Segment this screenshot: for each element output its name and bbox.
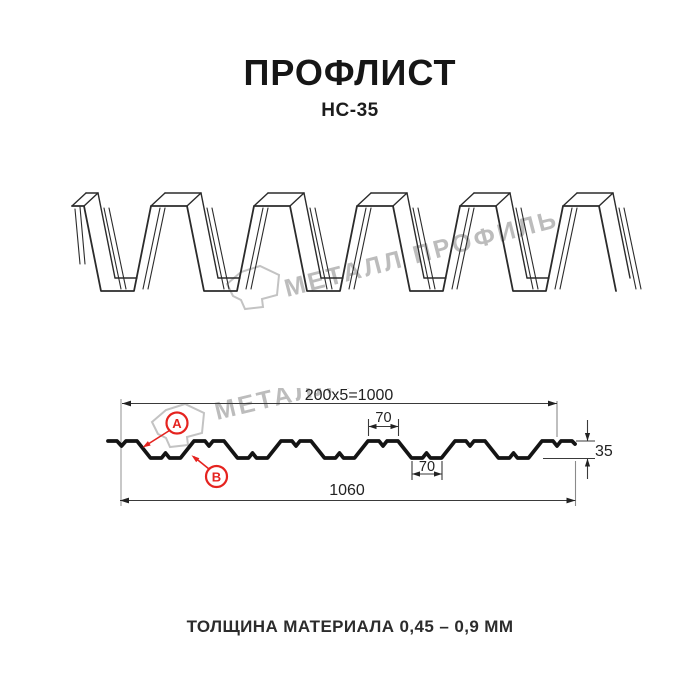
- watermark-3d: МЕТАЛЛ ПРОФИЛЬ: [225, 205, 562, 311]
- dimension-lines: [120, 399, 595, 506]
- metall-profil-logo-icon: [150, 402, 206, 449]
- marker-a-label: А: [172, 416, 182, 431]
- marker-b-label: В: [212, 470, 221, 485]
- metall-profil-logo-icon: [225, 264, 281, 311]
- sheet-3d-outline: [71, 205, 617, 292]
- page-title: ПРОФЛИСТ: [243, 52, 457, 93]
- dim-crest-width: 70: [375, 410, 391, 426]
- thickness-note: ТОЛЩИНА МАТЕРИАЛА 0,45 – 0,9 ММ: [186, 617, 514, 636]
- marker-annotations: А В: [142, 411, 229, 489]
- dimension-texts: 200x5=1000 70 70 35 1060: [305, 388, 613, 499]
- dim-overall: 1060: [329, 482, 365, 499]
- profile-3d-drawing: МЕТАЛЛ ПРОФИЛЬ: [71, 192, 642, 311]
- sheet-3d-lines: [71, 192, 642, 292]
- watermark-text-3d: МЕТАЛЛ ПРОФИЛЬ: [281, 205, 561, 303]
- dimension-arrows: [120, 400, 591, 504]
- profile-section-drawing: МЕТАЛЛ ПРОФИЛЬ: [106, 388, 613, 506]
- dim-coverage: 200x5=1000: [305, 388, 394, 404]
- profile-section-path: [106, 439, 577, 460]
- profile-code: НС-35: [321, 100, 379, 121]
- marker-a-circle: [165, 411, 189, 435]
- dim-height: 35: [595, 443, 613, 460]
- dim-trough-width: 70: [419, 459, 435, 475]
- marker-b-circle: [204, 464, 229, 489]
